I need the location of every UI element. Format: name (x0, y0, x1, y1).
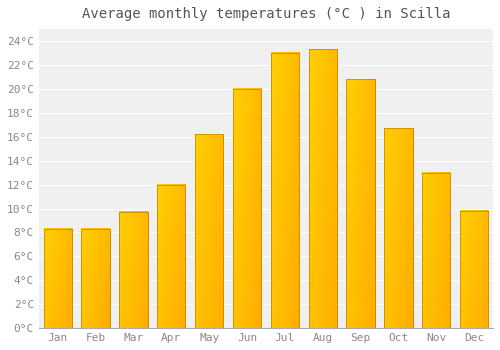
Bar (233, 89, 261, 328)
Bar (460, 211, 488, 328)
Bar (119, 212, 148, 328)
Title: Average monthly temperatures (°C ) in Scilla: Average monthly temperatures (°C ) in Sc… (82, 7, 450, 21)
Bar (308, 49, 337, 328)
Bar (44, 229, 72, 328)
Bar (157, 184, 186, 328)
Bar (346, 79, 375, 328)
Bar (270, 53, 299, 328)
Bar (422, 173, 450, 328)
Bar (195, 134, 224, 328)
Bar (82, 229, 110, 328)
Bar (384, 128, 412, 328)
